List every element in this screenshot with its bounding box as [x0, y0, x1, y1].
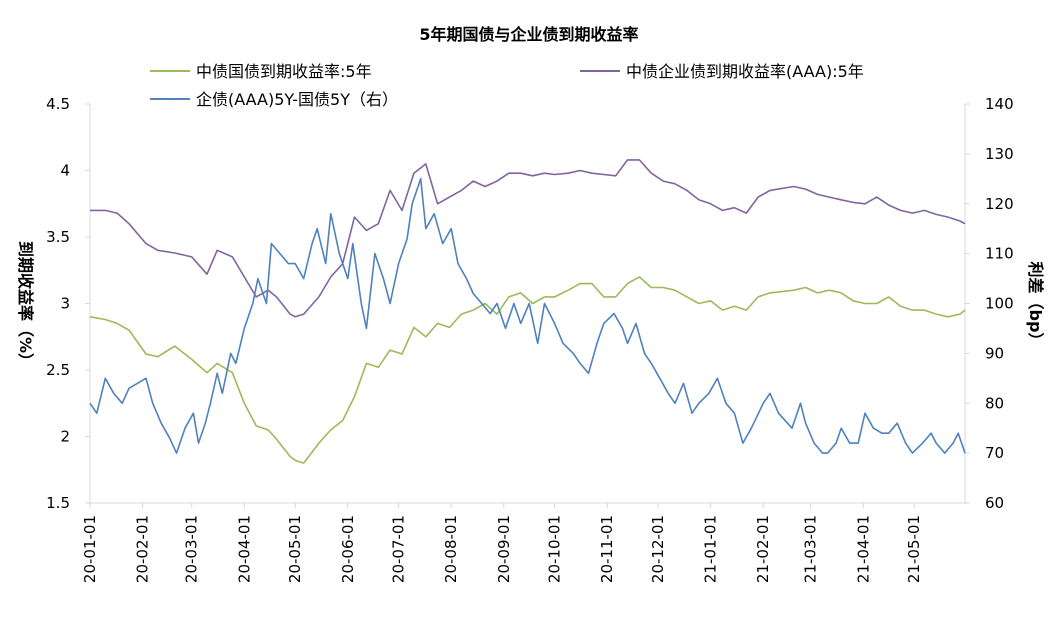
y-left-tick-label: 2 [60, 428, 70, 446]
x-tick-label: 20-11-01 [598, 515, 616, 583]
y-axis-right-label: 利差（bp） [1026, 262, 1045, 349]
legend-label-1: 中债国债到期收益率:5年 [196, 62, 372, 81]
y-right-tick-label: 100 [985, 295, 1014, 313]
y-left-tick-label: 3 [60, 295, 70, 313]
x-tick-label: 21-03-01 [802, 515, 820, 583]
y-axis-left-label: 到期收益率（%） [16, 241, 35, 369]
series-layer [89, 159, 966, 464]
y-right-tick-label: 140 [985, 95, 1014, 113]
x-tick-label: 20-04-01 [235, 515, 253, 583]
x-tick-label: 20-08-01 [442, 515, 460, 583]
x-tick-label: 20-09-01 [495, 515, 513, 583]
x-tick-label: 21-04-01 [854, 515, 872, 583]
x-tick-label: 21-05-01 [905, 515, 923, 583]
y-axis-left-title: 到期收益率（%） [16, 241, 35, 369]
x-tick-label: 20-03-01 [183, 515, 201, 583]
y-axis-right-title: 利差（bp） [1026, 262, 1045, 349]
x-tick-label: 20-05-01 [286, 515, 304, 583]
y-left-tick-label: 2.5 [46, 361, 70, 379]
x-tick-label: 21-02-01 [754, 515, 772, 583]
chart-title: 5年期国债与企业债到期收益率 [419, 25, 638, 44]
series-line-1 [89, 276, 966, 464]
chart-legend: 中债国债到期收益率:5年 中债企业债到期收益率(AAA):5年企债(AAA)5Y-… [150, 62, 864, 109]
y-right-tick-label: 80 [985, 394, 1004, 412]
y-left-tick-label: 3.5 [46, 228, 70, 246]
y-right-tick-label: 60 [985, 494, 1004, 512]
y-right-tick-label: 130 [985, 145, 1014, 163]
x-tick-label: 20-07-01 [390, 515, 408, 583]
chart-axes: 1.5 2 2.5 3 3.5 4 4.5 60 70 80 90 100 110 120 130 140 20… [46, 95, 1014, 583]
y-left-tick-label: 4 [60, 162, 70, 180]
y-right-tick-label: 70 [985, 444, 1004, 462]
series-line-3 [89, 178, 966, 454]
y-right-tick-label: 90 [985, 344, 1004, 362]
legend-label-3: 企债(AAA)5Y-国债5Y（右） [196, 90, 398, 109]
series-line-2 [90, 159, 966, 318]
y-right-tick-label: 120 [985, 195, 1014, 213]
x-tick-label: 20-10-01 [546, 515, 564, 583]
x-tick-label: 20-02-01 [134, 515, 152, 583]
x-tick-label: 20-06-01 [339, 515, 357, 583]
x-tick-label: 21-01-01 [702, 515, 720, 583]
y-left-tick-label: 4.5 [46, 95, 70, 113]
legend-label-2: 中债企业债到期收益率(AAA):5年 [626, 62, 864, 81]
y-left-tick-label: 1.5 [46, 494, 70, 512]
x-tick-label: 20-12-01 [649, 515, 667, 583]
y-right-tick-label: 110 [985, 245, 1014, 263]
x-tick-label: 20-01-01 [81, 515, 99, 583]
